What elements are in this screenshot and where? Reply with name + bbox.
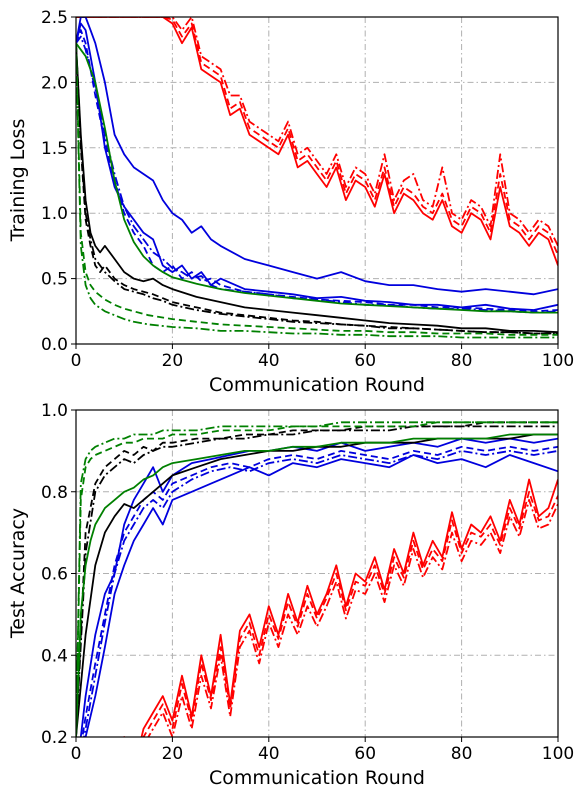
series-line xyxy=(76,17,558,296)
series-line xyxy=(76,433,558,737)
series-line xyxy=(76,42,558,314)
y-tick-labels: 0.2 0.4 0.6 0.8 1.0 xyxy=(41,401,68,748)
x-tick-label: 100 xyxy=(542,351,574,371)
series-line xyxy=(142,490,558,737)
series-group xyxy=(76,17,558,339)
y-tick-label: 0.5 xyxy=(41,270,68,290)
x-tick-label: 40 xyxy=(258,351,280,371)
x-tick-label: 80 xyxy=(451,744,473,764)
x-tick-label: 100 xyxy=(542,744,574,764)
plot-frame xyxy=(75,16,559,345)
y-tick-label: 0.8 xyxy=(41,483,68,503)
x-tick-label: 20 xyxy=(162,744,184,764)
y-tick-label: 0.0 xyxy=(41,335,68,355)
series-line xyxy=(147,498,558,737)
x-tick-labels: 0 20 40 60 80 100 xyxy=(71,351,575,371)
series-line xyxy=(76,22,558,311)
x-tick-label: 60 xyxy=(354,744,376,764)
series-line xyxy=(76,43,558,334)
test-accuracy-chart: 0 20 40 60 80 100 0.2 0.4 0.6 0.8 1.0 Communicati… xyxy=(7,401,575,789)
x-tick-labels: 0 20 40 60 80 100 xyxy=(71,744,575,764)
x-tick-label: 40 xyxy=(258,744,280,764)
y-tick-label: 2.5 xyxy=(41,8,68,28)
series-line xyxy=(76,43,558,335)
x-tick-label: 0 xyxy=(71,351,82,371)
y-tick-label: 0.2 xyxy=(41,728,68,748)
series-line xyxy=(76,43,558,336)
series-line xyxy=(76,421,558,737)
series-line xyxy=(123,478,558,737)
ticks xyxy=(71,16,559,349)
y-tick-label: 0.6 xyxy=(41,565,68,585)
series-line xyxy=(83,449,558,737)
series-line xyxy=(81,445,558,737)
y-tick-label: 0.4 xyxy=(41,646,68,666)
y-tick-labels: 0.0 0.5 1.0 1.5 2.0 2.5 xyxy=(41,8,68,355)
y-axis-label: Test Accuracy xyxy=(7,508,29,639)
y-tick-label: 2.0 xyxy=(41,73,68,93)
series-line xyxy=(76,43,558,339)
series-line xyxy=(76,17,558,266)
x-axis-label: Communication Round xyxy=(209,767,425,789)
y-tick-label: 1.5 xyxy=(41,139,68,159)
y-tick-label: 1.0 xyxy=(41,204,68,224)
series-group xyxy=(76,421,558,737)
gridlines xyxy=(76,410,558,737)
x-tick-label: 0 xyxy=(71,744,82,764)
ticks xyxy=(71,409,559,742)
training-loss-chart: 0 20 40 60 80 100 0.0 0.5 1.0 1.5 2.0 2.5 Communic… xyxy=(7,8,574,396)
x-tick-label: 80 xyxy=(451,351,473,371)
x-axis-label: Communication Round xyxy=(209,374,425,396)
y-tick-label: 1.0 xyxy=(41,401,68,421)
x-tick-label: 60 xyxy=(354,351,376,371)
series-line xyxy=(76,43,558,335)
plot-area xyxy=(76,17,558,344)
series-line xyxy=(76,17,558,247)
series-line xyxy=(76,17,558,256)
x-tick-label: 20 xyxy=(162,351,184,371)
y-axis-label: Training Loss xyxy=(7,119,29,243)
series-line xyxy=(76,421,558,737)
series-line xyxy=(84,454,558,737)
